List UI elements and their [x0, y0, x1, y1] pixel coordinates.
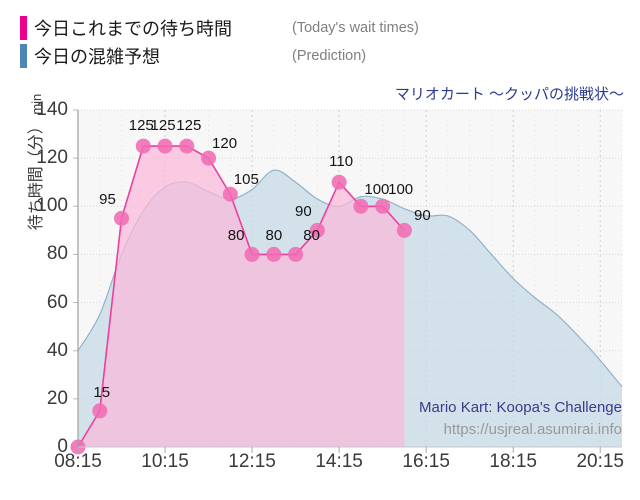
data-point-label: 120 [212, 135, 238, 153]
data-point-label: 125 [150, 117, 176, 135]
legend-row-actual: 今日これまでの待ち時間 (Today's wait times) [0, 14, 640, 42]
data-point-marker [92, 403, 108, 419]
data-point-marker [157, 138, 173, 154]
y-tick-label: 0 [57, 436, 68, 457]
y-tick-label: 40 [46, 339, 68, 361]
actual-line [77, 145, 405, 448]
x-tick-label: 18:15 [489, 451, 537, 472]
x-tick-label: 20:15 [576, 451, 624, 472]
x-tick-label: 14:15 [315, 451, 363, 472]
data-point-marker [396, 222, 412, 238]
data-point-marker [244, 246, 260, 262]
y-tick-label: 120 [36, 147, 68, 169]
data-point-marker [222, 186, 238, 202]
data-point-label: 125 [176, 117, 202, 135]
actual-area [78, 146, 405, 448]
data-point-marker [353, 198, 369, 214]
data-point-marker [201, 150, 217, 166]
data-point-label: 80 [303, 227, 320, 245]
legend-row-prediction: 今日の混雑予想 (Prediction) [0, 42, 640, 70]
data-point-marker [288, 246, 304, 262]
x-tick-label: 10:15 [141, 451, 189, 472]
data-point-marker [114, 210, 130, 226]
data-point-marker [331, 174, 347, 190]
data-point-label: 125 [128, 117, 154, 135]
legend-swatch-actual [20, 16, 27, 40]
data-point-label: 90 [414, 207, 431, 225]
series-title: マリオカート ～クッパの挑戦状～ [394, 86, 624, 103]
data-point-label: 110 [329, 153, 354, 171]
data-point-marker [266, 246, 282, 262]
data-point-label: 15 [93, 383, 111, 401]
data-point-label: 95 [99, 191, 116, 209]
y-tick-label: 20 [46, 387, 68, 409]
x-tick-label: 12:15 [228, 451, 276, 472]
data-point-label: 100 [388, 181, 414, 199]
x-tick-label: 16:15 [402, 451, 450, 472]
data-point-label: 80 [265, 227, 283, 245]
data-point-marker [375, 198, 391, 214]
data-point-marker [179, 138, 195, 154]
y-tick-label: 140 [36, 99, 68, 120]
legend-swatch-prediction [20, 44, 27, 68]
y-tick-label: 100 [36, 195, 68, 217]
data-point-label: 80 [227, 227, 245, 245]
legend-label-actual-ja: 今日これまでの待ち時間 [34, 19, 232, 39]
data-point-label: 105 [233, 171, 259, 189]
legend: 今日これまでの待ち時間 (Today's wait times) 今日の混雑予想… [0, 0, 640, 70]
legend-label-prediction-en: (Prediction) [292, 48, 367, 64]
data-point-label: 90 [295, 203, 312, 221]
y-tick-label: 80 [46, 243, 68, 265]
watermark-url: https://usjreal.asumirai.info [443, 421, 622, 438]
data-point-label: 100 [364, 181, 390, 199]
legend-label-actual-en: (Today's wait times) [292, 20, 419, 36]
x-tick-label: 08:15 [54, 451, 102, 472]
legend-label-prediction-ja: 今日の混雑予想 [34, 47, 160, 67]
y-tick-label: 60 [46, 291, 68, 313]
data-point-marker [135, 138, 151, 154]
data-point-marker [309, 222, 325, 238]
watermark-title: Mario Kart: Koopa's Challenge [419, 399, 622, 416]
